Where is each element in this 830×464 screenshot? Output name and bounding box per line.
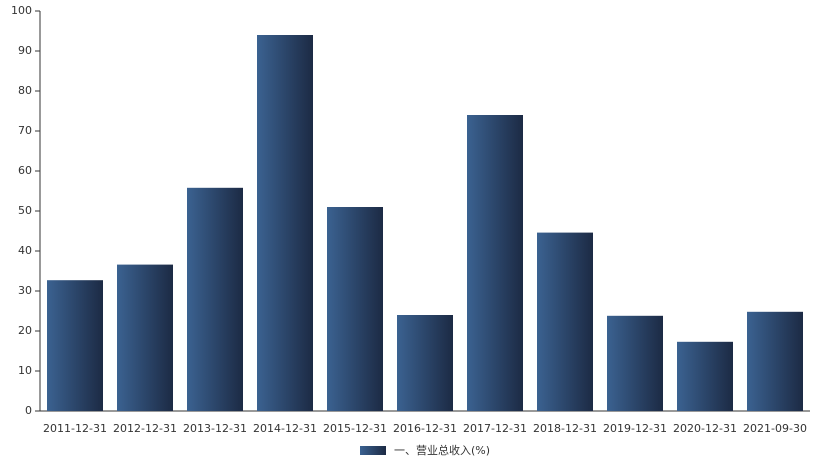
bar xyxy=(327,207,383,411)
x-tick-label: 2015-12-31 xyxy=(323,422,387,435)
bar xyxy=(677,341,733,411)
x-tick-label: 2020-12-31 xyxy=(673,422,737,435)
bar xyxy=(117,264,173,411)
bar xyxy=(47,280,103,411)
x-tick-label: 2017-12-31 xyxy=(463,422,527,435)
bar xyxy=(397,315,453,411)
y-tick-label: 40 xyxy=(18,244,32,257)
bar xyxy=(467,115,523,411)
y-tick-label: 20 xyxy=(18,324,32,337)
y-tick-label: 70 xyxy=(18,124,32,137)
legend-label: 一、营业总收入(%) xyxy=(394,443,490,457)
y-tick-label: 60 xyxy=(18,164,32,177)
y-tick-label: 90 xyxy=(18,44,32,57)
x-tick-label: 2012-12-31 xyxy=(113,422,177,435)
bar xyxy=(187,187,243,411)
bar xyxy=(537,232,593,411)
y-tick-label: 0 xyxy=(25,404,32,417)
x-tick-label: 2018-12-31 xyxy=(533,422,597,435)
bar xyxy=(607,315,663,411)
x-tick-label: 2011-12-31 xyxy=(43,422,107,435)
y-tick-label: 50 xyxy=(18,204,32,217)
x-tick-label: 2014-12-31 xyxy=(253,422,317,435)
y-tick-label: 10 xyxy=(18,364,32,377)
x-tick-label: 2013-12-31 xyxy=(183,422,247,435)
legend-swatch xyxy=(360,446,386,455)
x-tick-label: 2019-12-31 xyxy=(603,422,667,435)
y-tick-label: 100 xyxy=(11,4,32,17)
bar xyxy=(747,311,803,411)
x-tick-label: 2016-12-31 xyxy=(393,422,457,435)
bar xyxy=(257,35,313,411)
x-tick-label: 2021-09-30 xyxy=(743,422,807,435)
y-tick-label: 30 xyxy=(18,284,32,297)
y-tick-label: 80 xyxy=(18,84,32,97)
